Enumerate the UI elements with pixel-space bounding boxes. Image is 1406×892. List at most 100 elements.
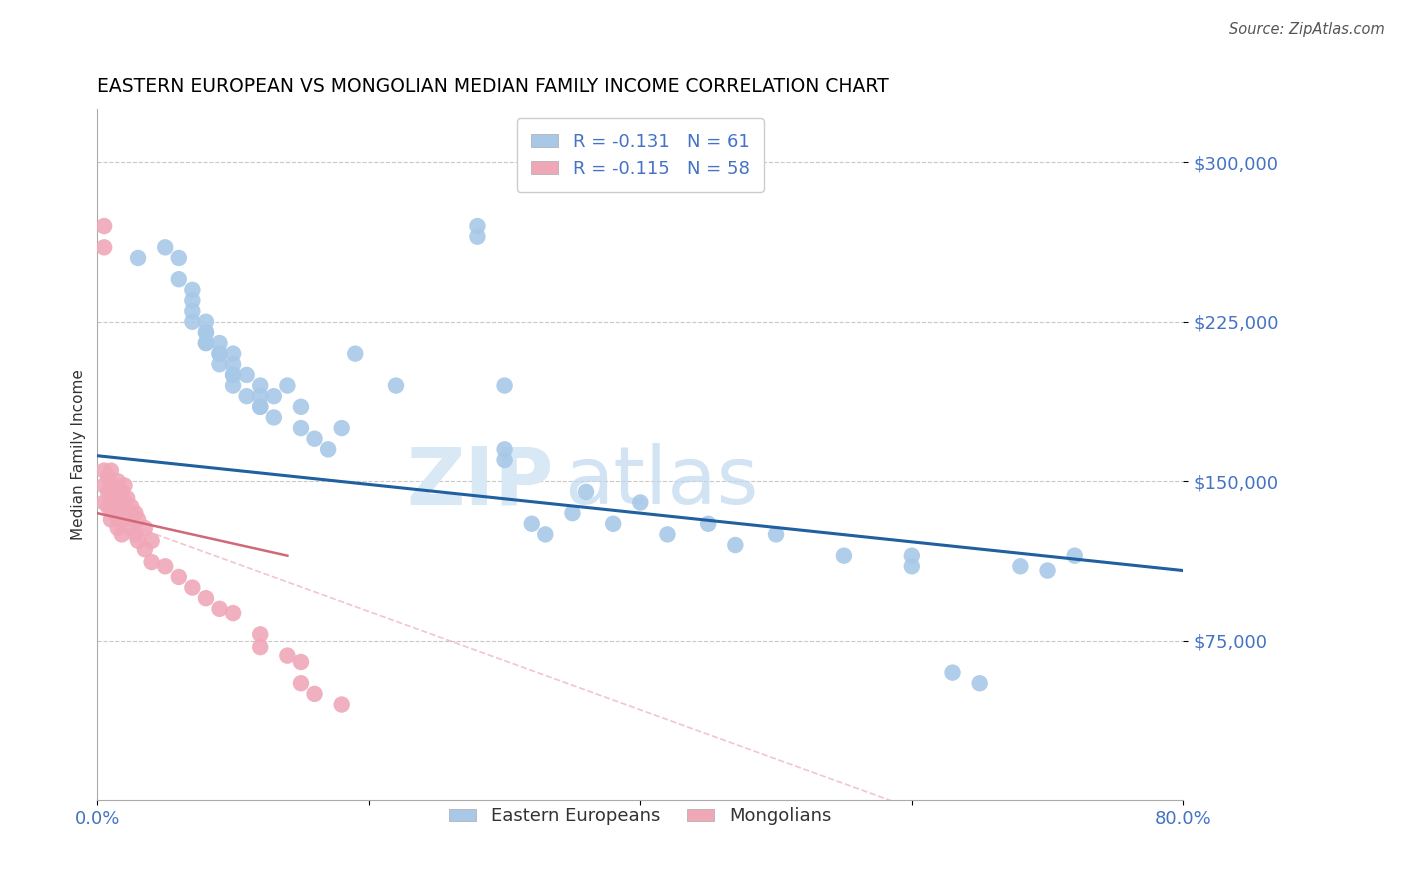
- Point: [330, 421, 353, 435]
- Point: [181, 315, 204, 329]
- Point: [208, 602, 231, 616]
- Point: [127, 512, 149, 526]
- Point: [120, 521, 142, 535]
- Point: [697, 516, 720, 531]
- Point: [222, 606, 245, 620]
- Point: [208, 346, 231, 360]
- Point: [494, 453, 516, 467]
- Point: [575, 484, 598, 499]
- Point: [97, 470, 120, 484]
- Point: [561, 506, 583, 520]
- Point: [167, 272, 190, 286]
- Point: [124, 527, 146, 541]
- Point: [724, 538, 747, 552]
- Point: [194, 315, 217, 329]
- Point: [765, 527, 787, 541]
- Point: [520, 516, 543, 531]
- Point: [304, 687, 326, 701]
- Point: [290, 655, 312, 669]
- Point: [316, 442, 339, 457]
- Point: [114, 478, 136, 492]
- Point: [93, 495, 115, 509]
- Point: [93, 219, 115, 233]
- Point: [330, 698, 353, 712]
- Point: [494, 442, 516, 457]
- Point: [110, 506, 132, 520]
- Point: [127, 251, 149, 265]
- Point: [107, 512, 129, 526]
- Point: [111, 495, 134, 509]
- Point: [249, 640, 271, 654]
- Point: [167, 570, 190, 584]
- Point: [100, 464, 122, 478]
- Point: [1010, 559, 1032, 574]
- Point: [534, 527, 557, 541]
- Point: [93, 478, 115, 492]
- Point: [104, 506, 127, 520]
- Point: [222, 357, 245, 371]
- Point: [208, 346, 231, 360]
- Y-axis label: Median Family Income: Median Family Income: [72, 369, 86, 540]
- Point: [110, 491, 132, 506]
- Point: [290, 421, 312, 435]
- Point: [276, 648, 298, 663]
- Point: [181, 293, 204, 308]
- Point: [290, 400, 312, 414]
- Point: [181, 283, 204, 297]
- Point: [249, 627, 271, 641]
- Point: [194, 336, 217, 351]
- Point: [832, 549, 855, 563]
- Point: [97, 484, 120, 499]
- Text: Source: ZipAtlas.com: Source: ZipAtlas.com: [1229, 22, 1385, 37]
- Point: [344, 346, 367, 360]
- Point: [103, 495, 125, 509]
- Point: [249, 389, 271, 403]
- Point: [181, 304, 204, 318]
- Point: [167, 251, 190, 265]
- Point: [628, 495, 651, 509]
- Point: [901, 549, 924, 563]
- Point: [127, 533, 149, 548]
- Point: [108, 500, 131, 514]
- Point: [108, 484, 131, 499]
- Point: [181, 581, 204, 595]
- Point: [194, 326, 217, 340]
- Point: [141, 533, 163, 548]
- Point: [134, 542, 156, 557]
- Point: [657, 527, 679, 541]
- Point: [107, 500, 129, 514]
- Point: [304, 432, 326, 446]
- Point: [103, 478, 125, 492]
- Point: [249, 400, 271, 414]
- Point: [93, 240, 115, 254]
- Point: [263, 389, 285, 403]
- Point: [249, 400, 271, 414]
- Point: [194, 336, 217, 351]
- Point: [100, 478, 122, 492]
- Point: [235, 389, 257, 403]
- Point: [155, 240, 177, 254]
- Point: [467, 229, 489, 244]
- Point: [208, 357, 231, 371]
- Point: [467, 219, 489, 233]
- Point: [114, 495, 136, 509]
- Point: [111, 527, 134, 541]
- Point: [124, 506, 146, 520]
- Point: [249, 378, 271, 392]
- Point: [222, 346, 245, 360]
- Point: [100, 500, 122, 514]
- Point: [602, 516, 624, 531]
- Point: [115, 506, 138, 520]
- Point: [222, 368, 245, 382]
- Point: [107, 484, 129, 499]
- Point: [104, 484, 127, 499]
- Point: [97, 500, 120, 514]
- Point: [494, 378, 516, 392]
- Point: [941, 665, 963, 680]
- Point: [969, 676, 991, 690]
- Point: [385, 378, 408, 392]
- Point: [155, 559, 177, 574]
- Point: [115, 491, 138, 506]
- Point: [93, 464, 115, 478]
- Point: [114, 512, 136, 526]
